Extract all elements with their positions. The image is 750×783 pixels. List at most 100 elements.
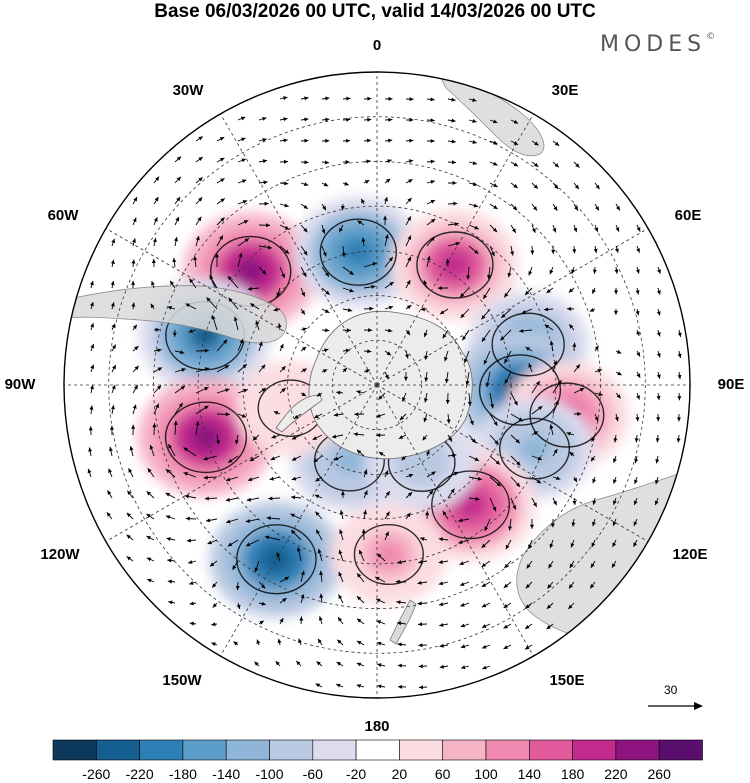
wind-arrow [510, 455, 521, 466]
wind-arrow [227, 455, 239, 463]
colorbar-label-10: 140 [517, 766, 541, 782]
lon-label-60w: 60W [47, 207, 79, 224]
wind-arrow [151, 280, 155, 289]
wind-arrow [342, 117, 351, 122]
colorbar-label-1: -220 [125, 766, 154, 782]
wind-arrow [300, 224, 308, 233]
wind-arrow [131, 259, 136, 268]
wind-arrow [572, 245, 577, 254]
wind-arrow [279, 138, 288, 143]
wind-arrow [615, 392, 622, 399]
wind-arrow [255, 320, 260, 331]
anomaly-8-contour [431, 470, 511, 540]
wind-arrow [189, 621, 197, 626]
wind-arrow [316, 660, 323, 667]
wind-arrow [546, 602, 554, 610]
wind-arrow [635, 308, 640, 316]
wind-arrow [89, 280, 94, 289]
wind-arrow [405, 512, 411, 520]
wind-arrow [131, 280, 136, 289]
wind-arrow [615, 349, 622, 354]
wind-arrow [613, 497, 617, 506]
wind-arrow [503, 602, 512, 609]
wind-arrow [216, 217, 225, 226]
lon-label-120e: 120E [672, 546, 708, 563]
wind-arrow [290, 513, 302, 520]
wind-arrow [363, 179, 370, 184]
wind-arrow [442, 329, 449, 339]
wind-arrow [573, 161, 580, 168]
wind-arrow [425, 511, 430, 520]
new-zealand [389, 599, 417, 645]
wind-arrow [447, 488, 455, 499]
anomaly-4-contour [491, 312, 565, 377]
wind-arrow [321, 224, 326, 234]
wind-arrow [510, 476, 521, 488]
wind-arrow [677, 350, 682, 359]
wind-arrow [549, 539, 554, 549]
colorbar-swatch-13 [615, 739, 660, 761]
wind-arrow [467, 392, 472, 407]
wind-arrow [447, 97, 456, 102]
wind-arrow [531, 380, 541, 394]
colorbar-label-8: 60 [434, 766, 451, 782]
wind-arrow [568, 287, 575, 293]
wind-arrow [246, 497, 260, 502]
wind-arrow [525, 346, 533, 352]
wind-arrow [339, 510, 344, 520]
wind-arrow [152, 423, 157, 436]
wind-arrow [636, 350, 641, 357]
wind-arrow [397, 560, 407, 565]
wind-arrow [447, 160, 457, 165]
wind-arrow [499, 329, 512, 341]
wind-arrow [234, 434, 239, 445]
wind-arrow [237, 252, 243, 268]
wind-arrow [169, 280, 176, 289]
wind-arrow [271, 434, 281, 439]
wind-arrow [313, 413, 323, 419]
wind-arrow [549, 424, 554, 436]
wind-arrow [552, 360, 558, 373]
wind-arrow [445, 258, 450, 268]
anomaly-10-contour [236, 524, 317, 595]
wind-arrow [655, 455, 660, 464]
lat-circle-1 [287, 295, 467, 475]
wind-arrow [615, 371, 622, 376]
wind-arrow [423, 392, 428, 403]
wind-arrow [356, 595, 365, 604]
wind-arrow [312, 434, 323, 441]
colorbar-swatch-12 [572, 739, 617, 761]
wind-arrow [110, 259, 115, 268]
wind-arrow [384, 350, 392, 356]
wind-arrow [237, 116, 246, 121]
wind-arrow [417, 580, 428, 585]
wind-arrow [90, 322, 94, 331]
wind-arrow [146, 491, 155, 499]
wind-arrow [544, 324, 554, 331]
wind-arrow [614, 266, 619, 274]
wind-arrow [233, 641, 239, 646]
wind-arrow [426, 118, 435, 123]
wind-arrow [570, 539, 575, 548]
wind-arrow [212, 602, 218, 608]
wind-vectors [87, 96, 682, 690]
wind-arrow [279, 117, 288, 122]
wind-arrow [383, 215, 388, 226]
wind-arrow [132, 196, 138, 205]
wind-arrow [300, 160, 309, 165]
wind-arrow [216, 412, 230, 417]
wind-arrow [529, 518, 534, 529]
wind-arrow [485, 371, 491, 388]
wind-arrow [405, 350, 409, 359]
wind-arrow [258, 581, 266, 589]
wind-arrow [458, 539, 470, 544]
wind-arrow [270, 455, 281, 461]
brand-logo: MODES© [600, 32, 716, 57]
wind-arrow [195, 405, 209, 415]
wind-arrow [225, 518, 239, 524]
wind-arrow [167, 558, 176, 563]
wind-arrow [315, 529, 323, 541]
wind-arrow [384, 96, 393, 101]
wind-arrow [264, 535, 281, 541]
wind-arrow [552, 476, 561, 481]
